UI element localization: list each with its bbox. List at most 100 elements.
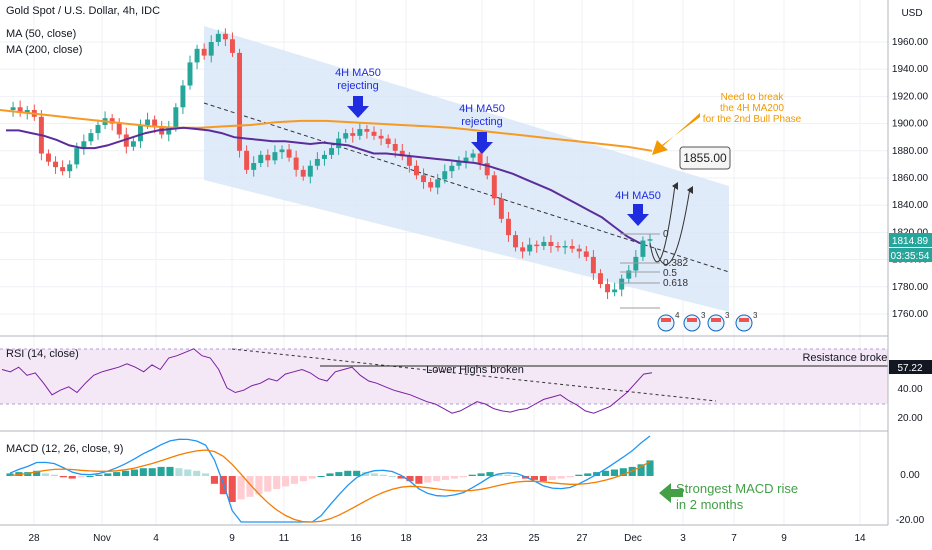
macd-bar	[122, 470, 130, 476]
candle-body	[215, 33, 221, 42]
candle-body	[548, 241, 554, 246]
candle-body	[647, 239, 653, 241]
price-tick-label: 1860.00	[892, 173, 929, 184]
candle-body	[81, 141, 87, 149]
candle-body	[357, 129, 363, 136]
candle-body	[229, 39, 235, 53]
candle-body	[95, 124, 101, 134]
macd-bar	[255, 476, 263, 495]
candle-body	[541, 241, 547, 246]
candle-body	[109, 118, 115, 124]
macd-bar	[566, 476, 574, 478]
candle-body	[633, 256, 639, 271]
candle-body	[152, 119, 158, 127]
rsi-line	[1, 348, 653, 414]
macd-bar	[424, 476, 432, 483]
fib-0618-label: 0.618	[663, 278, 688, 289]
macd-bar	[344, 470, 352, 476]
candle-body	[173, 107, 179, 128]
candle-body	[60, 167, 66, 172]
time-tick-label: 25	[528, 533, 540, 544]
price-candles	[10, 28, 653, 300]
macd-bar	[370, 473, 378, 476]
ma200-legend[interactable]: MA (200, close)	[6, 44, 82, 56]
candle-body	[505, 218, 511, 236]
macd-bar	[113, 472, 121, 476]
macd-bar	[530, 476, 538, 480]
price-tick-label: 1840.00	[892, 200, 929, 211]
macd-bar	[619, 468, 627, 476]
candle-body	[562, 246, 568, 248]
macd-line	[9, 435, 651, 523]
candle-body	[442, 171, 448, 180]
macd-tick-0: 0.00	[900, 470, 920, 481]
macd-bar	[77, 476, 85, 478]
candle-body	[385, 138, 391, 144]
price-tick-label: 1920.00	[892, 91, 929, 102]
ma50-legend[interactable]: MA (50, close)	[6, 28, 76, 40]
candle-body	[612, 289, 618, 293]
macd-bar	[282, 476, 290, 487]
candle-body	[364, 129, 370, 132]
projection-path-1	[649, 184, 676, 263]
candle-body	[484, 163, 490, 176]
candle-body	[307, 165, 313, 177]
macd-bar	[450, 476, 458, 479]
time-tick-label: 3	[680, 533, 686, 544]
time-tick-label: 23	[476, 533, 488, 544]
macd-bar	[602, 470, 610, 476]
rsi-band	[0, 349, 888, 404]
candle-body	[314, 158, 320, 166]
time-tick-label: 9	[229, 533, 235, 544]
candle-body	[605, 284, 611, 293]
candle-body	[421, 175, 427, 183]
candle-body	[251, 163, 257, 170]
macd-bar	[557, 476, 565, 479]
candle-body	[53, 161, 59, 168]
last-price-badge	[889, 233, 932, 247]
macd-bar	[299, 476, 307, 482]
macd-bar	[202, 473, 210, 476]
macd-bar	[68, 476, 76, 479]
macd-bar	[273, 476, 281, 489]
macd-bar	[228, 476, 236, 502]
ma200-line	[0, 109, 653, 152]
rsi-tick-40: 40.00	[897, 384, 922, 395]
projection-path-2	[654, 187, 691, 265]
event-badges[interactable]: 4 3 3 3	[657, 311, 758, 332]
candle-body	[456, 161, 462, 166]
candle-body	[470, 153, 476, 158]
time-tick-label: 14	[854, 533, 866, 544]
candle-body	[321, 154, 327, 159]
time-axis[interactable]	[0, 525, 932, 550]
time-tick-label: 16	[350, 533, 362, 544]
time-tick-label: 9	[781, 533, 787, 544]
candle-body	[123, 134, 129, 147]
ma50-reject-2-line2: rejecting	[461, 116, 503, 128]
macd-bar	[50, 474, 58, 476]
candle-body	[576, 248, 582, 252]
fib-05-label: 0.5	[663, 268, 677, 279]
price-axis[interactable]	[888, 0, 932, 525]
time-tick-label: Nov	[93, 533, 111, 544]
break-note-line3: for the 2nd Bull Phase	[703, 114, 802, 125]
candle-body	[10, 107, 16, 110]
macd-bar	[308, 476, 316, 479]
event-flag-stripe	[711, 318, 721, 322]
target-callout[interactable]	[679, 146, 731, 170]
macd-bar	[646, 460, 654, 476]
candle-body	[527, 244, 533, 252]
candle-body	[413, 165, 419, 176]
event-flag-icon	[657, 314, 675, 332]
macd-bar	[637, 464, 645, 476]
candle-body	[392, 144, 398, 151]
macd-bar	[513, 476, 521, 477]
macd-bar	[362, 472, 370, 476]
macd-bar	[33, 470, 41, 476]
down-arrow-icon	[347, 96, 369, 118]
time-tick-label: 27	[576, 533, 588, 544]
event-flag-icon	[683, 314, 701, 332]
macd-bar	[504, 474, 512, 476]
fib-0382-label: 0.382	[663, 258, 688, 269]
